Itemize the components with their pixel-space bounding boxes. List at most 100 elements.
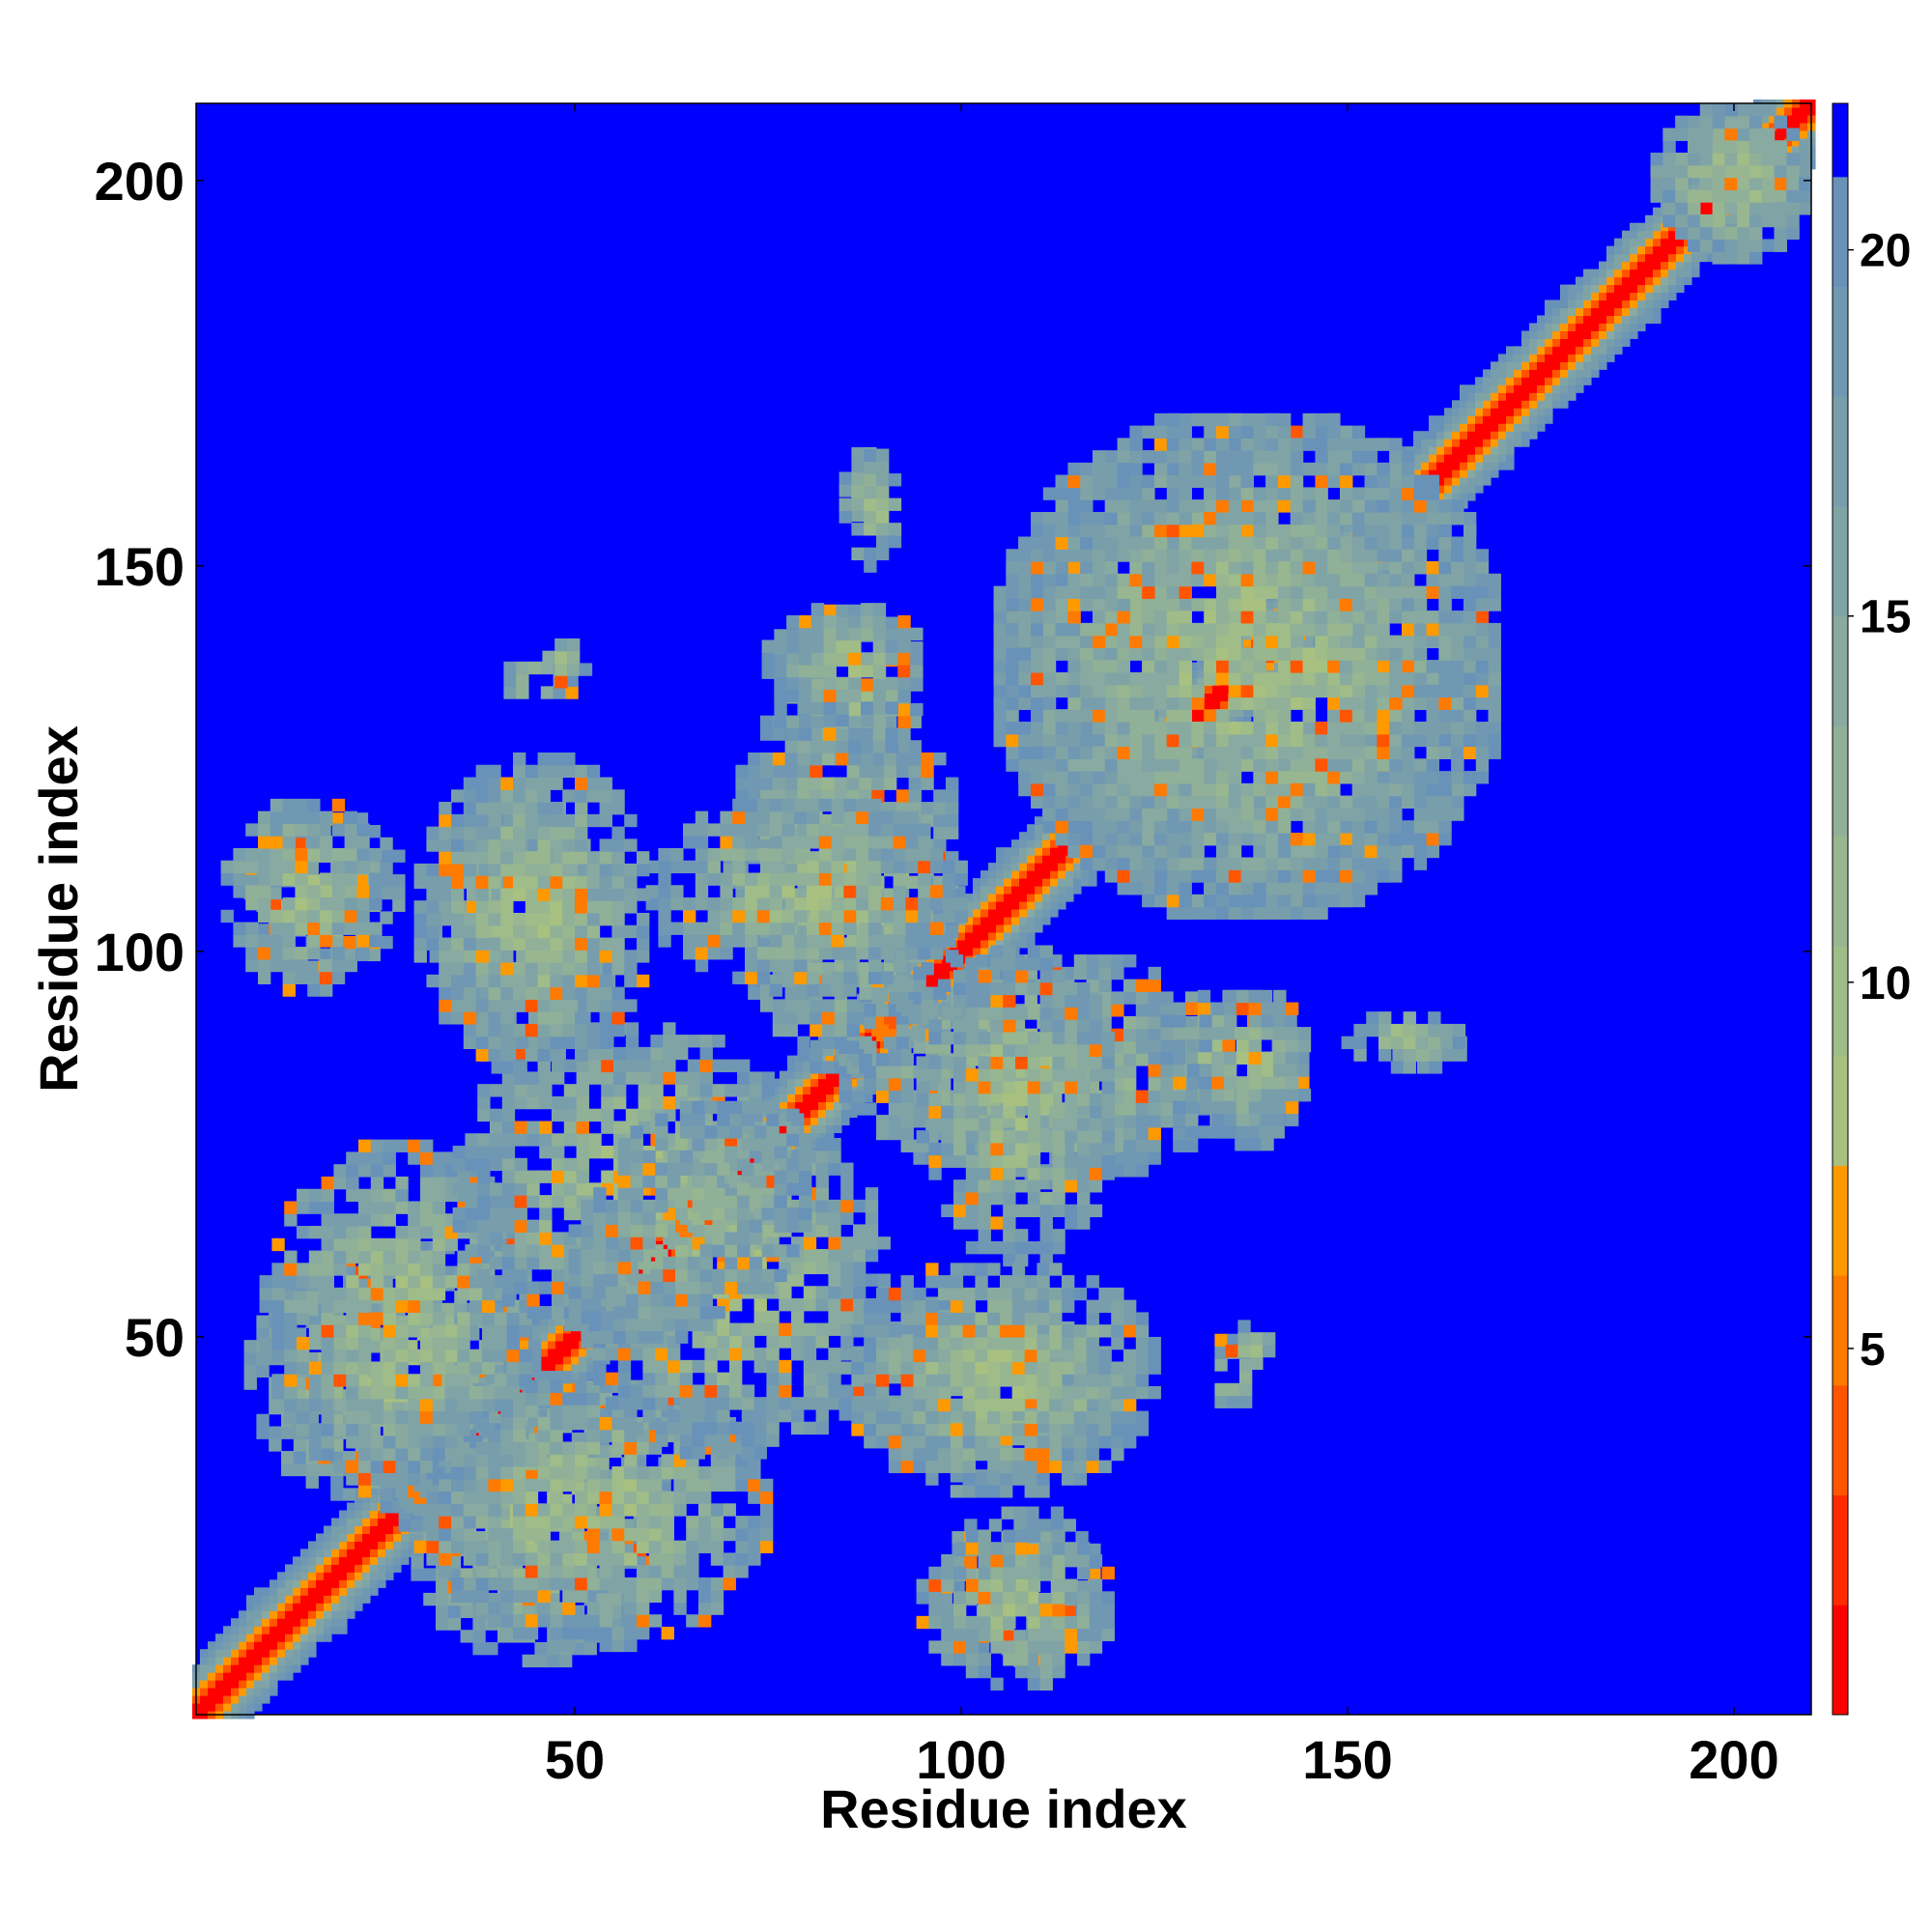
heatmap-cell xyxy=(1653,292,1662,301)
heatmap-cell xyxy=(324,1587,332,1596)
heatmap-cell xyxy=(339,1610,348,1619)
heatmap-cell xyxy=(525,1565,539,1578)
heatmap-cell xyxy=(1004,870,1012,879)
heatmap-cell xyxy=(1560,361,1569,370)
heatmap-cell xyxy=(347,1587,355,1596)
heatmap-cell xyxy=(432,1386,446,1400)
heatmap-cell xyxy=(1375,561,1383,571)
heatmap-cell xyxy=(370,1556,379,1565)
heatmap-cell xyxy=(362,1595,371,1604)
heatmap-cell xyxy=(980,923,989,933)
heatmap-cell xyxy=(1552,377,1561,385)
heatmap-cell xyxy=(1583,369,1592,378)
heatmap-cell xyxy=(506,1312,520,1325)
heatmap-cell xyxy=(965,916,974,925)
heatmap-cell xyxy=(780,1101,788,1111)
heatmap-cell xyxy=(1506,369,1515,378)
heatmap-cell xyxy=(1637,315,1646,325)
heatmap-cell xyxy=(1668,284,1677,294)
heatmap-cell xyxy=(980,886,989,895)
heatmap-cell xyxy=(1568,292,1577,301)
heatmap-cell xyxy=(1576,307,1584,317)
heatmap-cell xyxy=(1545,384,1553,393)
heatmap-cell xyxy=(343,948,356,962)
heatmap-cell xyxy=(395,1275,409,1289)
heatmap-cell xyxy=(506,1374,520,1387)
heatmap-cell xyxy=(488,1441,501,1455)
heatmap-cell xyxy=(383,1250,396,1264)
heatmap-cell xyxy=(1576,354,1584,362)
heatmap-cell xyxy=(1521,439,1530,447)
heatmap-cell xyxy=(300,1618,309,1627)
heatmap-cell xyxy=(347,1541,355,1549)
heatmap-cell xyxy=(330,812,344,826)
heatmap-cell xyxy=(857,1024,866,1034)
heatmap-cell xyxy=(262,1695,270,1704)
heatmap-cell xyxy=(1444,485,1453,494)
heatmap-cell xyxy=(432,1349,446,1363)
heatmap-cell xyxy=(1467,415,1476,424)
heatmap-cell xyxy=(772,1086,781,1095)
heatmap-cell xyxy=(277,1641,286,1650)
heatmap-cell xyxy=(548,1363,556,1373)
heatmap-cell xyxy=(1506,346,1515,355)
heatmap-cell xyxy=(973,923,981,933)
heatmap-cell xyxy=(575,1405,588,1418)
heatmap-cell xyxy=(355,1541,363,1549)
heatmap-cell xyxy=(463,1589,477,1604)
heatmap-cell xyxy=(841,1109,850,1119)
heatmap-cell xyxy=(254,1587,263,1596)
heatmap-cell xyxy=(1344,523,1352,532)
heatmap-cell xyxy=(1521,338,1530,347)
heatmap-cell xyxy=(1035,909,1043,918)
heatmap-cell xyxy=(637,1441,650,1455)
heatmap-cell xyxy=(380,911,393,924)
heatmap-cell xyxy=(1614,238,1623,247)
heatmap-cell xyxy=(362,1564,371,1573)
heatmap-cell xyxy=(1560,400,1569,409)
heatmap-cell xyxy=(1630,299,1638,309)
heatmap-cell xyxy=(451,1577,465,1591)
heatmap-cell xyxy=(321,1275,334,1289)
heatmap-cell xyxy=(308,1610,317,1619)
heatmap-cell xyxy=(513,1516,526,1529)
heatmap-cell xyxy=(239,1634,247,1642)
heatmap-cell xyxy=(1429,423,1437,432)
heatmap-cell xyxy=(355,1579,363,1588)
heatmap-cell xyxy=(1089,878,1097,887)
heatmap-cell xyxy=(343,935,356,950)
heatmap-cell xyxy=(1460,485,1468,494)
heatmap-cell xyxy=(1011,916,1020,925)
heatmap-cell xyxy=(358,1312,372,1325)
heatmap-cell xyxy=(324,1603,332,1611)
heatmap-cell xyxy=(1684,261,1692,270)
heatmap-cell xyxy=(444,1324,458,1338)
heatmap-cell xyxy=(1622,245,1631,255)
heatmap-cell xyxy=(1514,408,1522,416)
heatmap-cell xyxy=(358,1485,372,1498)
heatmap-cell xyxy=(1583,377,1592,385)
heatmap-plot-area xyxy=(192,99,1816,1719)
heatmap-cell xyxy=(1668,276,1677,286)
heatmap-cell xyxy=(277,1649,286,1658)
heatmap-cell xyxy=(599,1478,612,1492)
heatmap-cell xyxy=(270,1634,278,1642)
heatmap-cell xyxy=(355,812,369,826)
heatmap-cell xyxy=(611,1478,625,1492)
heatmap-cell xyxy=(215,1657,224,1665)
heatmap-cell xyxy=(1691,261,1700,270)
heatmap-cell xyxy=(571,1340,580,1350)
heatmap-cell xyxy=(624,1454,638,1467)
heatmap-cell xyxy=(1568,377,1577,385)
heatmap-cell xyxy=(256,1364,270,1378)
heatmap-cell xyxy=(537,1602,551,1615)
heatmap-cell xyxy=(339,1572,348,1580)
heatmap-cell xyxy=(1545,307,1553,317)
heatmap-cell xyxy=(347,1518,355,1527)
heatmap-cell xyxy=(1653,207,1662,216)
heatmap-cell xyxy=(1305,639,1314,648)
heatmap-cell xyxy=(284,1361,298,1375)
heatmap-cell xyxy=(231,1672,240,1681)
heatmap-cell xyxy=(1560,384,1569,393)
heatmap-cell xyxy=(439,1491,452,1504)
